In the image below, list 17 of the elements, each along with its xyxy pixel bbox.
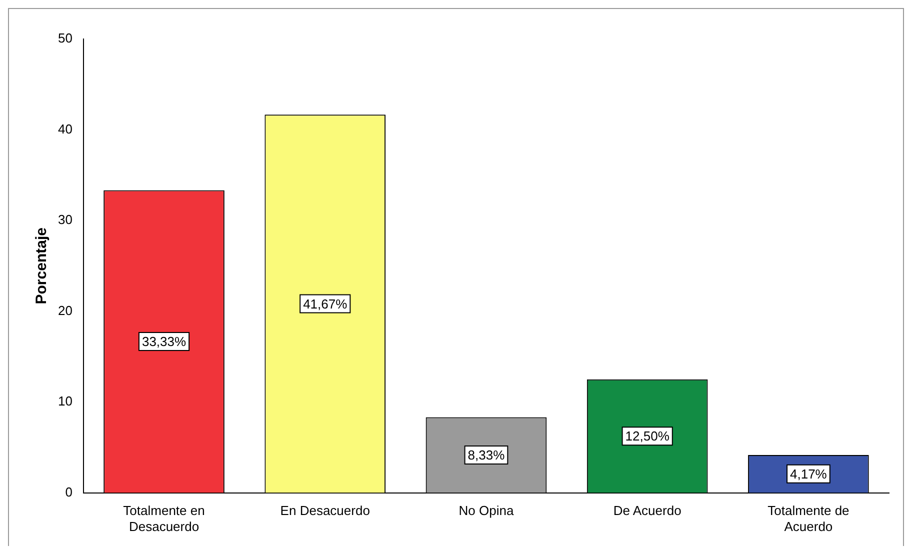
y-tick-label: 20 — [58, 302, 72, 318]
data-label: 4,17% — [790, 466, 828, 482]
x-tick-label: De Acuerdo — [613, 503, 682, 518]
data-label: 12,50% — [625, 428, 670, 444]
y-axis-title: Porcentaje — [33, 228, 50, 304]
y-tick-label: 0 — [65, 484, 72, 500]
x-tick-label: Totalmente en Desacuerdo — [123, 503, 205, 534]
x-tick-label: En Desacuerdo — [280, 503, 370, 518]
y-tick-label: 10 — [58, 394, 72, 409]
y-tick-label: 30 — [58, 212, 72, 228]
x-tick-label: Totalmente de Acuerdo — [768, 503, 850, 534]
data-label: 8,33% — [468, 448, 506, 463]
data-label: 33,33% — [142, 334, 186, 350]
y-tick-label: 50 — [58, 30, 72, 46]
y-tick-label: 40 — [58, 121, 72, 136]
data-label: 41,67% — [303, 296, 348, 312]
x-tick-label: No Opina — [458, 503, 514, 518]
